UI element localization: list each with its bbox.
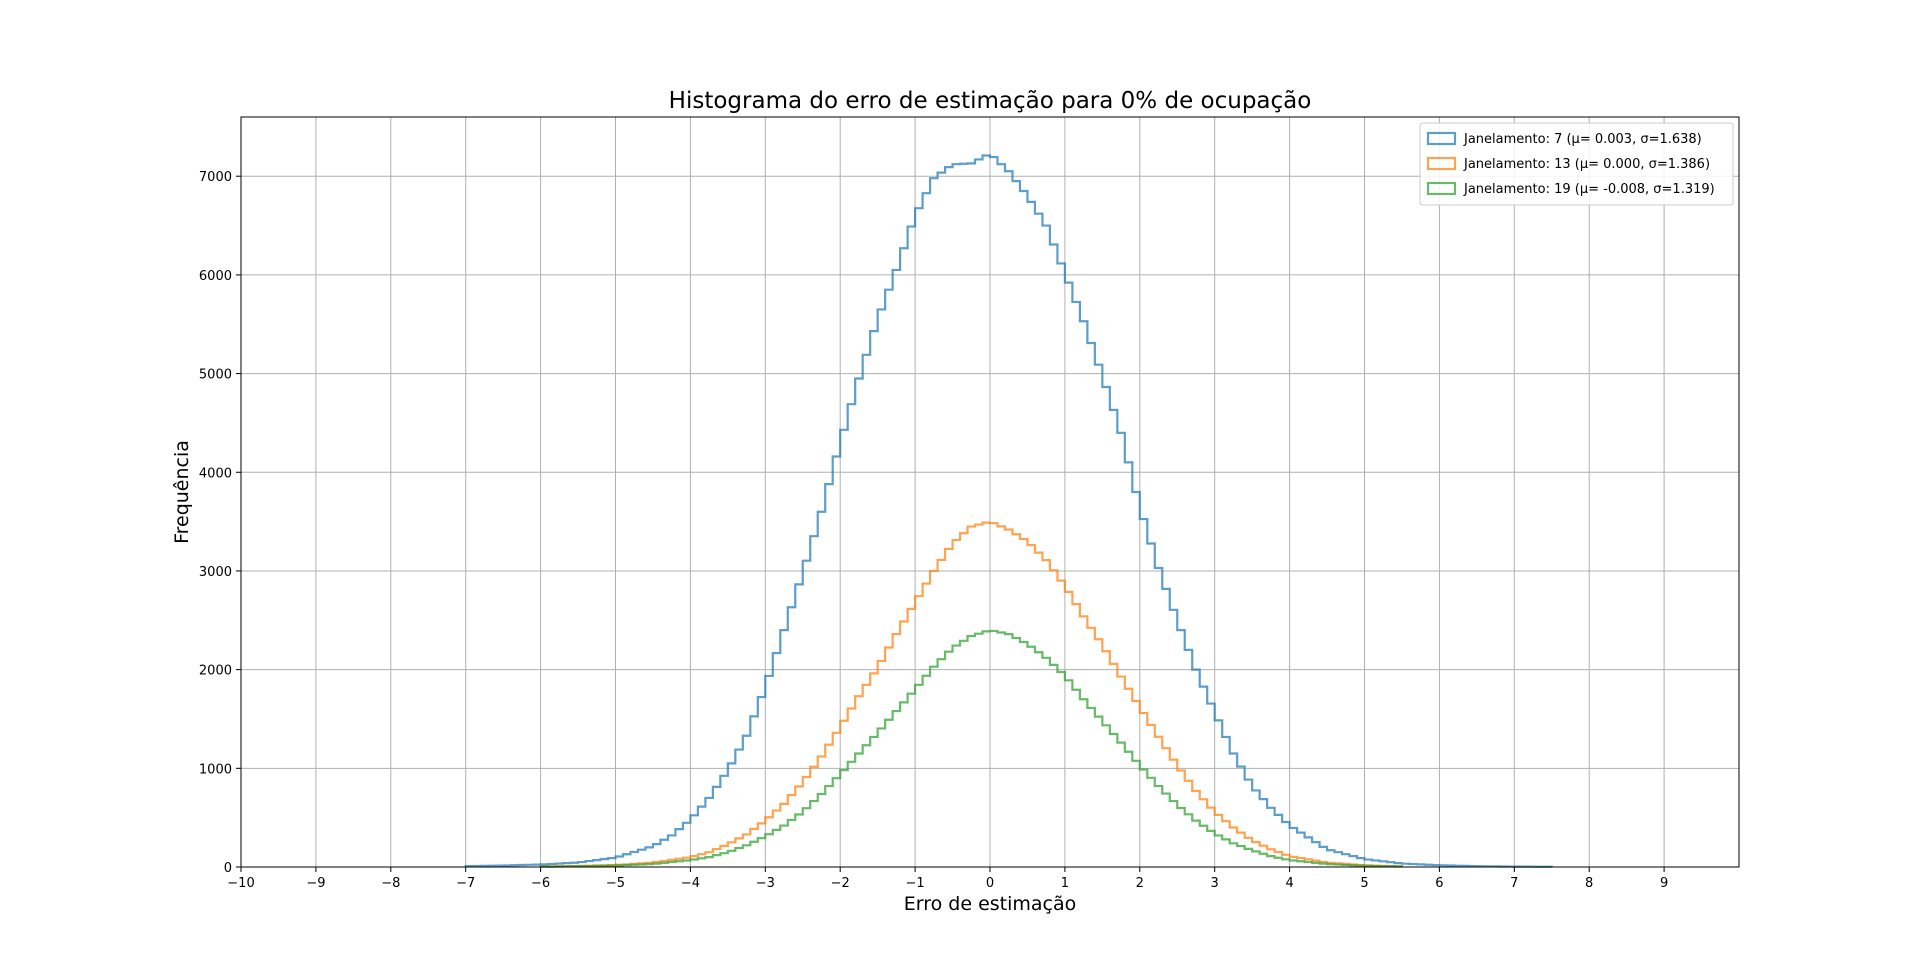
y-tick-label: 2000 — [199, 664, 232, 679]
y-tick: 1000 — [199, 762, 241, 777]
legend-swatch — [1426, 181, 1457, 196]
y-tick-label: 0 — [224, 861, 232, 876]
x-tick: −6 — [531, 867, 550, 891]
y-tick: 5000 — [199, 368, 241, 383]
legend-label: Janelamento: 13 (μ= 0.000, σ=1.386) — [1463, 157, 1710, 172]
x-tick-label: −8 — [381, 876, 400, 891]
x-tick: 6 — [1435, 867, 1444, 891]
legend-box — [1419, 122, 1734, 206]
series-step-line — [464, 154, 1553, 868]
x-tick: 5 — [1360, 867, 1369, 891]
y-tick: 2000 — [199, 664, 241, 679]
series-step-line — [539, 629, 1404, 868]
x-tick-label: 0 — [986, 876, 994, 891]
x-tick: −10 — [227, 867, 255, 891]
y-tick-label: 3000 — [199, 565, 232, 580]
legend-label: Janelamento: 7 (μ= 0.003, σ=1.638) — [1463, 132, 1702, 147]
legend-swatch — [1426, 131, 1457, 146]
y-tick-label: 5000 — [199, 368, 232, 383]
x-tick-label: 8 — [1585, 876, 1593, 891]
x-axis-label: Erro de estimação — [904, 893, 1077, 915]
x-axis-ticks: −10 −9 −8 −7 −6 −5 −4 −3 −2 −1 0 1 2 3 4 5 6 7 8 9 — [227, 867, 1668, 891]
x-tick: −3 — [756, 867, 775, 891]
y-tick: 3000 — [199, 565, 241, 580]
legend-entry: Janelamento: 7 (μ= 0.003, σ=1.638) — [1426, 131, 1702, 147]
x-tick: 2 — [1136, 867, 1144, 891]
x-tick-label: 3 — [1211, 876, 1219, 891]
x-tick-label: 1 — [1061, 876, 1069, 891]
x-tick: −4 — [681, 867, 700, 891]
legend-entry: Janelamento: 19 (μ= -0.008, σ=1.319) — [1426, 181, 1715, 197]
x-tick: −5 — [606, 867, 625, 891]
x-tick-label: 2 — [1136, 876, 1144, 891]
x-tick: 0 — [986, 867, 994, 891]
x-tick-label: 5 — [1360, 876, 1368, 891]
x-tick-label: −4 — [681, 876, 700, 891]
y-tick: 4000 — [199, 466, 241, 481]
x-tick-label: −1 — [906, 876, 925, 891]
series-group — [464, 154, 1553, 868]
legend: Janelamento: 7 (μ= 0.003, σ=1.638) Janela… — [1419, 122, 1734, 206]
legend-label: Janelamento: 19 (μ= -0.008, σ=1.319) — [1463, 182, 1715, 197]
y-tick-label: 1000 — [199, 762, 232, 777]
x-tick-label: −7 — [456, 876, 475, 891]
legend-entry: Janelamento: 13 (μ= 0.000, σ=1.386) — [1426, 156, 1710, 172]
x-tick: −7 — [456, 867, 475, 891]
y-tick: 7000 — [199, 170, 241, 185]
y-tick-label: 7000 — [199, 170, 232, 185]
x-tick-label: −2 — [831, 876, 850, 891]
x-tick-label: −3 — [756, 876, 775, 891]
x-tick: 7 — [1510, 867, 1518, 891]
y-axis-ticks: 0 1000 2000 3000 4000 5000 6000 7000 — [199, 170, 241, 876]
x-tick: 1 — [1061, 867, 1069, 891]
y-tick: 0 — [224, 861, 241, 876]
y-tick-label: 6000 — [199, 269, 232, 284]
x-tick: 8 — [1585, 867, 1593, 891]
legend-swatch — [1426, 156, 1457, 171]
series-step-line — [539, 521, 1404, 868]
x-tick-label: 7 — [1510, 876, 1518, 891]
x-tick: 3 — [1211, 867, 1219, 891]
chart-title: Histograma do erro de estimação para 0% … — [669, 88, 1312, 114]
x-tick: −9 — [306, 867, 325, 891]
x-tick-label: −10 — [227, 876, 254, 891]
x-tick: −1 — [906, 867, 925, 891]
x-tick-label: 4 — [1285, 876, 1293, 891]
x-tick-label: 9 — [1660, 876, 1668, 891]
x-tick: −8 — [381, 867, 400, 891]
x-tick-label: 6 — [1435, 876, 1443, 891]
grid-lines — [240, 117, 1739, 868]
y-tick-label: 4000 — [199, 466, 232, 481]
x-tick-label: −9 — [306, 876, 325, 891]
x-tick-label: −5 — [606, 876, 625, 891]
x-tick: 4 — [1285, 867, 1294, 891]
x-tick: −2 — [831, 867, 850, 891]
y-axis-label: Frequência — [171, 440, 193, 544]
x-tick: 9 — [1660, 867, 1668, 891]
x-tick-label: −6 — [531, 876, 550, 891]
y-tick: 6000 — [199, 269, 241, 284]
